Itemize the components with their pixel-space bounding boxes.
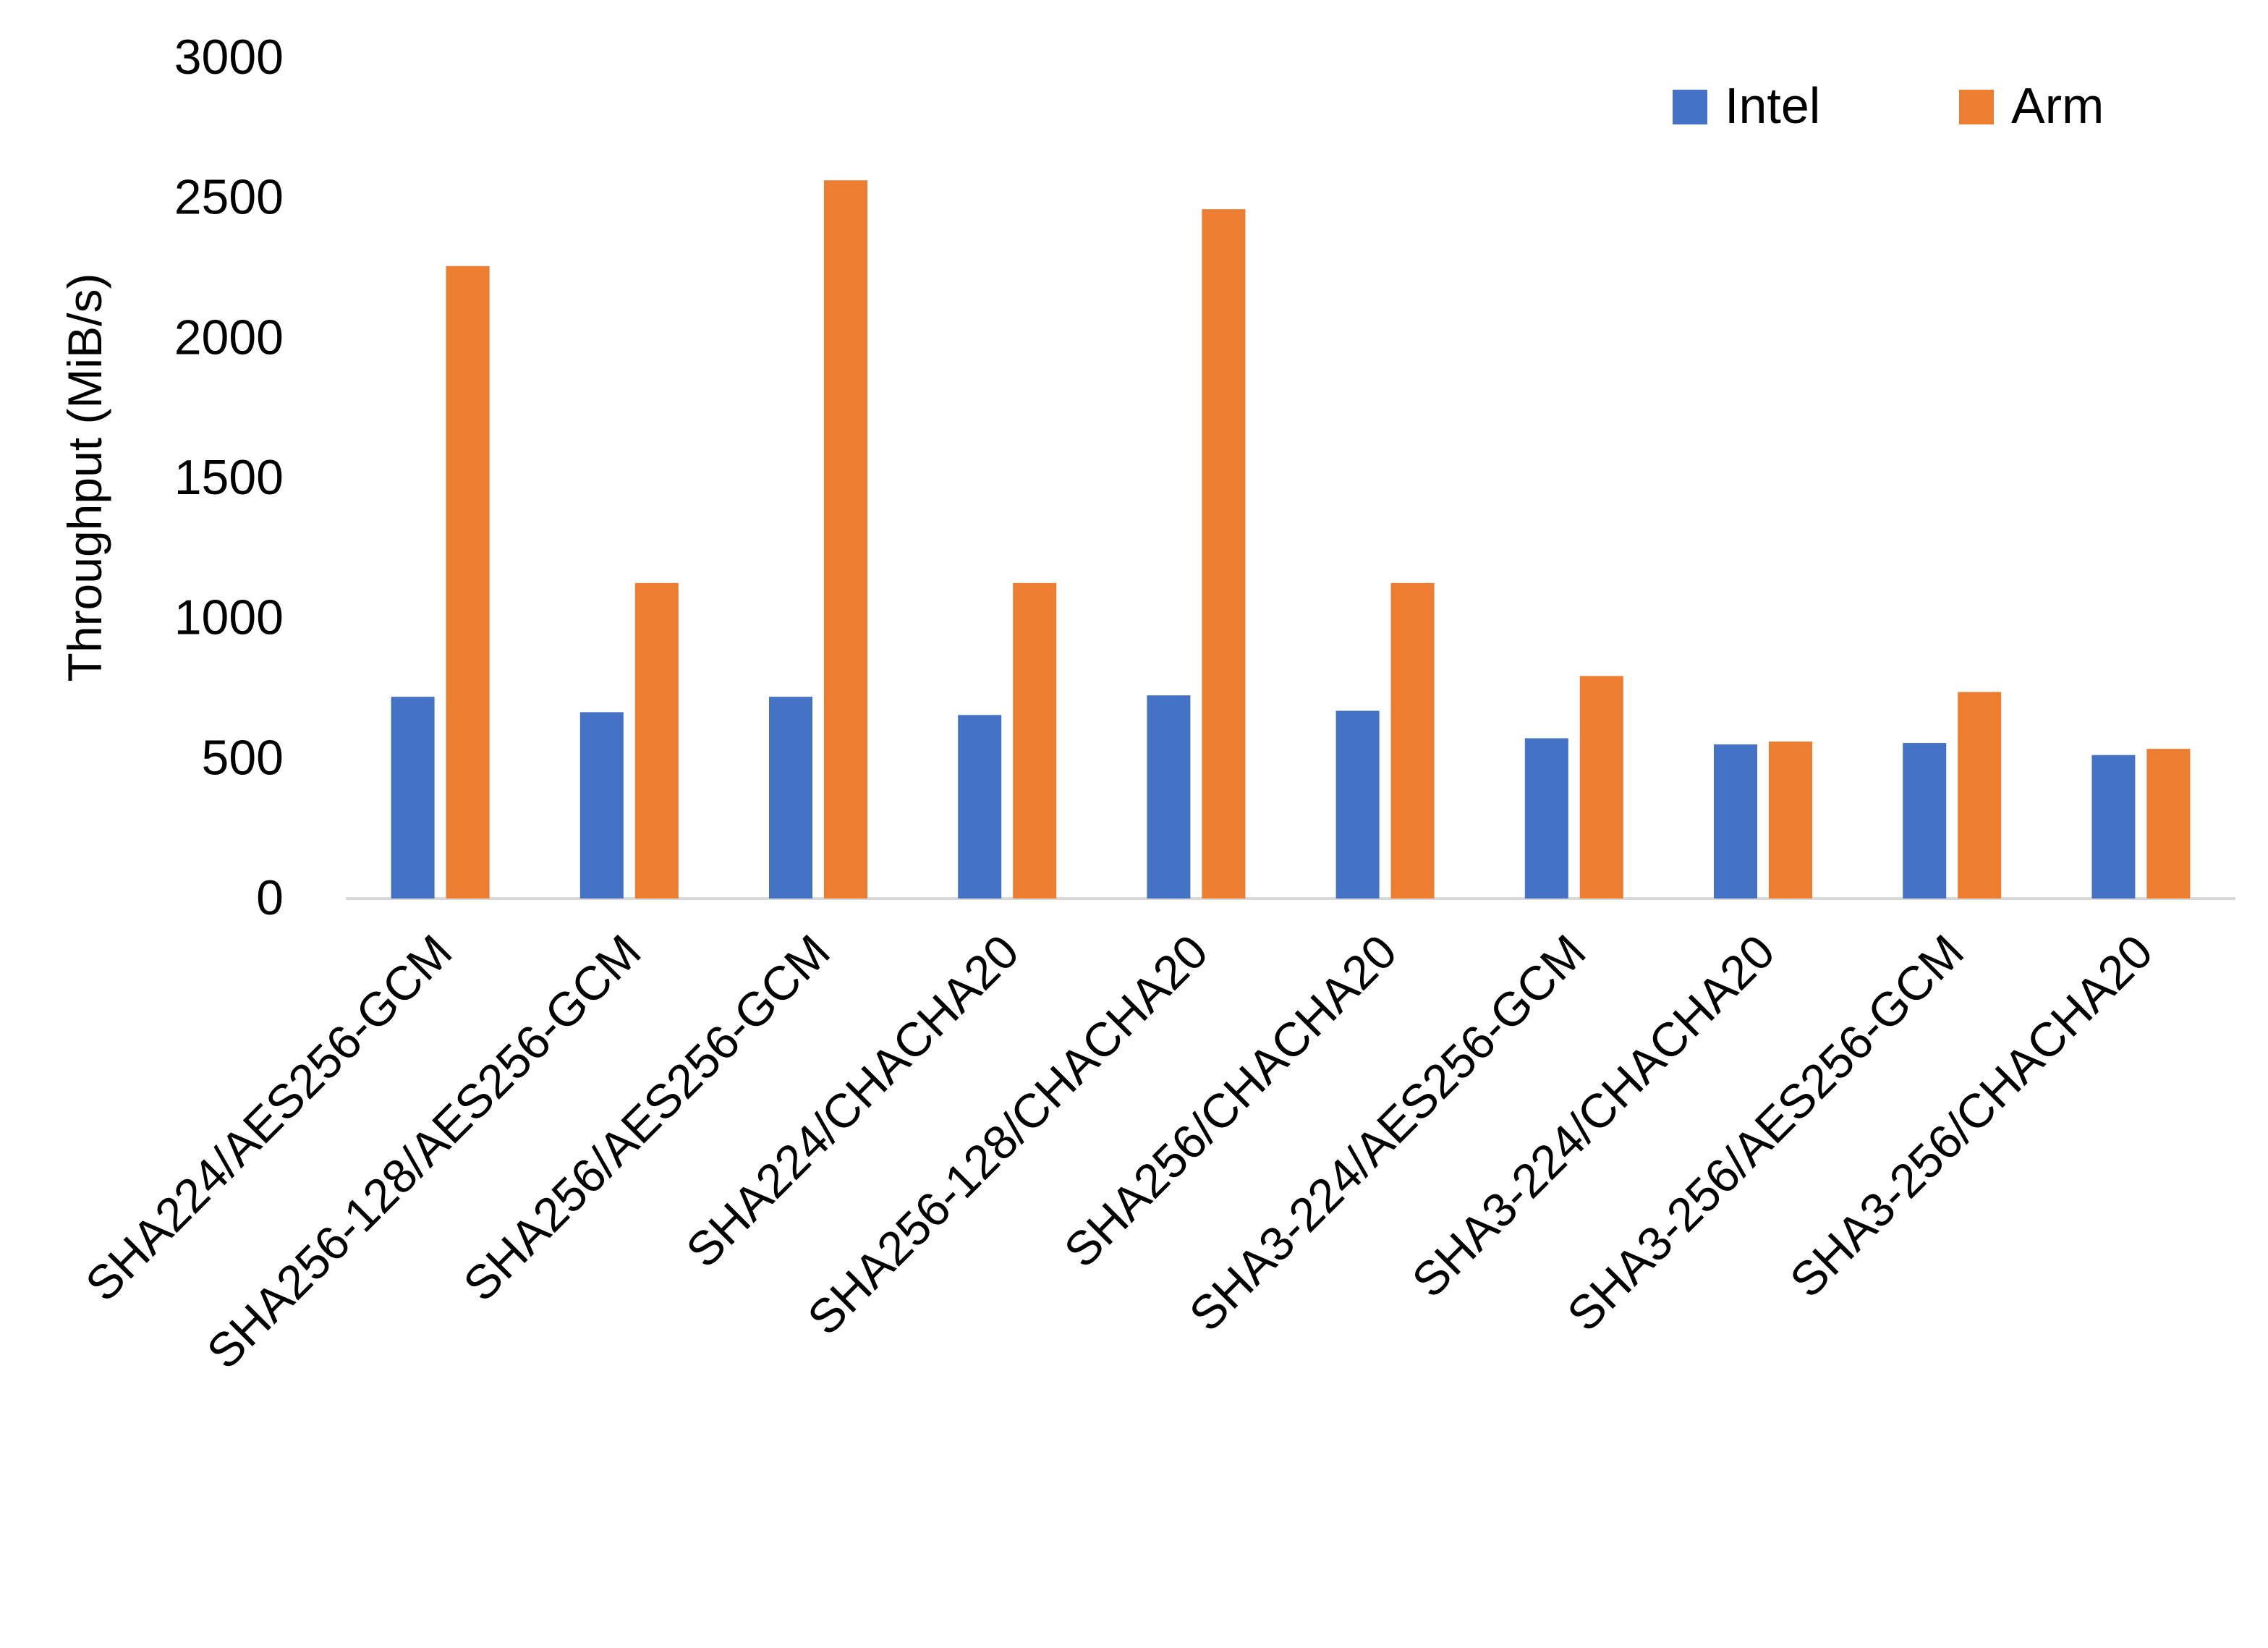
bar-arm <box>1958 692 2002 899</box>
bar-intel <box>1714 744 1757 899</box>
bar-intel <box>1903 743 1947 899</box>
y-axis-ticks: 0 500 1000 1500 2000 2500 3000 <box>174 30 284 925</box>
y-tick-label: 2000 <box>174 310 284 365</box>
y-tick-label: 1500 <box>174 450 284 505</box>
bar-intel <box>391 697 435 899</box>
x-tick-label: SHA224/AES256-GCM <box>75 925 462 1312</box>
legend-label-arm: Arm <box>2011 77 2104 134</box>
legend-swatch-intel <box>1673 90 1707 124</box>
bar-intel <box>1524 738 1568 899</box>
bar-arm <box>1390 582 1435 899</box>
y-axis-label: Throughput (MiB/s) <box>58 273 111 682</box>
bar-arm <box>446 266 490 899</box>
bar-arm <box>2146 749 2191 899</box>
bar-arm <box>824 180 867 899</box>
bar-arm <box>1013 582 1057 899</box>
bar-intel <box>2091 755 2136 899</box>
legend-swatch-arm <box>1959 90 1994 124</box>
y-tick-label: 1000 <box>174 590 284 645</box>
bar-intel <box>1147 695 1191 899</box>
x-tick-label: SHA224/CHACHA20 <box>676 925 1029 1278</box>
x-tick-label: SHA3-224/AES256-GCM <box>1178 925 1595 1341</box>
x-tick-label: SHA256/CHACHA20 <box>1053 925 1406 1278</box>
y-tick-label: 500 <box>202 730 284 785</box>
x-tick-label: SHA256/AES256-GCM <box>453 925 840 1312</box>
x-tick-label: SHA3-256/AES256-GCM <box>1557 925 1974 1341</box>
legend-label-intel: Intel <box>1725 77 1820 134</box>
bar-intel <box>958 715 1002 899</box>
bar-intel <box>769 697 812 899</box>
x-axis-tick-labels: SHA224/AES256-GCMSHA256-128/AES256-GCMSH… <box>75 925 2163 1379</box>
bar-intel <box>1335 710 1380 899</box>
x-tick-label: SHA3-224/CHACHA20 <box>1401 925 1785 1308</box>
x-tick-label: SHA3-256/CHACHA20 <box>1780 925 2163 1308</box>
bar-intel <box>579 712 624 899</box>
bar-arm <box>634 582 679 899</box>
y-tick-label: 0 <box>256 870 284 925</box>
bars <box>391 180 2191 899</box>
y-tick-label: 3000 <box>174 30 284 85</box>
legend: Intel Arm <box>1673 77 2104 134</box>
x-tick-label: SHA256-128/CHACHA20 <box>797 925 1218 1346</box>
y-tick-label: 2500 <box>174 170 284 225</box>
bar-arm <box>1579 676 1623 899</box>
bar-arm <box>1202 209 1246 899</box>
bar-arm <box>1769 742 1812 899</box>
